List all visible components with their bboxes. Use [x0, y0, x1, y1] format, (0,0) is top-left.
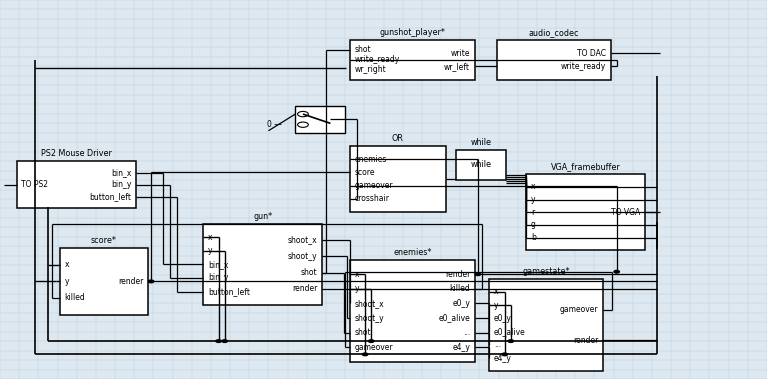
- Text: y: y: [494, 301, 499, 310]
- Circle shape: [216, 340, 221, 343]
- Bar: [17, 161, 136, 208]
- Text: render: render: [118, 277, 143, 286]
- Text: b: b: [531, 233, 535, 242]
- Bar: [350, 40, 475, 80]
- Text: x: x: [208, 233, 212, 242]
- Text: bin_y: bin_y: [110, 180, 131, 189]
- Text: x: x: [494, 287, 499, 296]
- Text: gameover: gameover: [354, 343, 393, 352]
- Bar: [350, 260, 475, 362]
- Text: gameover: gameover: [560, 305, 598, 314]
- Circle shape: [362, 353, 368, 356]
- Text: score*: score*: [91, 236, 117, 245]
- Text: gameover: gameover: [354, 181, 393, 190]
- Text: button_left: button_left: [89, 192, 131, 201]
- Text: e0_alive: e0_alive: [439, 313, 470, 323]
- Text: while: while: [471, 160, 492, 169]
- Bar: [489, 279, 603, 371]
- Text: enemies*: enemies*: [393, 247, 432, 257]
- Text: x: x: [354, 270, 359, 279]
- Text: gamestate*: gamestate*: [522, 266, 570, 276]
- Bar: [350, 146, 446, 212]
- Text: TO PS2: TO PS2: [21, 180, 48, 189]
- Text: shoot_x: shoot_x: [288, 235, 318, 244]
- Circle shape: [222, 340, 227, 343]
- Text: g: g: [531, 220, 535, 229]
- Text: ...: ...: [463, 328, 470, 337]
- Text: shoot_x: shoot_x: [354, 299, 384, 308]
- Circle shape: [149, 280, 153, 283]
- Text: render: render: [573, 336, 598, 345]
- Circle shape: [614, 271, 619, 273]
- Text: render: render: [445, 270, 470, 279]
- Bar: [295, 106, 345, 133]
- Circle shape: [508, 340, 513, 343]
- Text: bin_x: bin_x: [110, 168, 131, 177]
- Bar: [526, 174, 645, 250]
- Text: TO DAC: TO DAC: [577, 49, 606, 58]
- Text: OR: OR: [392, 134, 403, 143]
- Text: VGA_framebuffer: VGA_framebuffer: [551, 162, 621, 171]
- Text: while: while: [471, 138, 492, 147]
- Text: y: y: [208, 246, 212, 255]
- Text: y: y: [64, 277, 69, 286]
- Text: gun*: gun*: [253, 211, 272, 221]
- Text: write_ready: write_ready: [561, 62, 606, 71]
- Circle shape: [502, 353, 508, 356]
- Text: shot: shot: [354, 328, 371, 337]
- Bar: [203, 224, 322, 305]
- Text: audio_codec: audio_codec: [528, 28, 579, 37]
- Bar: [456, 150, 506, 180]
- Text: bin_x: bin_x: [208, 260, 229, 269]
- Text: button_left: button_left: [208, 287, 250, 296]
- Text: write: write: [451, 49, 470, 58]
- Bar: [60, 248, 148, 315]
- Circle shape: [475, 273, 480, 276]
- Text: TO VGA: TO VGA: [611, 208, 640, 217]
- Text: gunshot_player*: gunshot_player*: [380, 28, 445, 37]
- Text: x: x: [531, 182, 535, 191]
- Text: write_ready: write_ready: [354, 55, 400, 64]
- Text: killed: killed: [449, 284, 470, 293]
- Text: y: y: [531, 195, 535, 204]
- Text: render: render: [292, 284, 318, 293]
- Text: enemies: enemies: [354, 155, 387, 164]
- Text: PS2 Mouse Driver: PS2 Mouse Driver: [41, 149, 112, 158]
- Text: score: score: [354, 168, 375, 177]
- Text: e4_y: e4_y: [494, 354, 512, 363]
- Text: x: x: [64, 260, 69, 269]
- Text: ...: ...: [494, 340, 501, 349]
- Text: r: r: [531, 208, 534, 217]
- Text: e0_y: e0_y: [453, 299, 470, 308]
- Text: shot: shot: [354, 45, 371, 54]
- Text: shoot_y: shoot_y: [354, 313, 384, 323]
- Text: shot: shot: [301, 268, 318, 277]
- Text: y: y: [354, 284, 359, 293]
- Text: 0 —: 0 —: [267, 120, 281, 129]
- Text: e0_y: e0_y: [494, 314, 512, 323]
- Circle shape: [368, 340, 374, 343]
- Text: killed: killed: [64, 293, 85, 302]
- Bar: [497, 40, 611, 80]
- Text: bin_y: bin_y: [208, 273, 229, 282]
- Text: wr_right: wr_right: [354, 65, 386, 74]
- Text: crosshair: crosshair: [354, 194, 390, 204]
- Text: e0_alive: e0_alive: [494, 327, 525, 336]
- Text: shoot_y: shoot_y: [288, 252, 318, 261]
- Text: e4_y: e4_y: [453, 343, 470, 352]
- Text: wr_left: wr_left: [444, 62, 470, 71]
